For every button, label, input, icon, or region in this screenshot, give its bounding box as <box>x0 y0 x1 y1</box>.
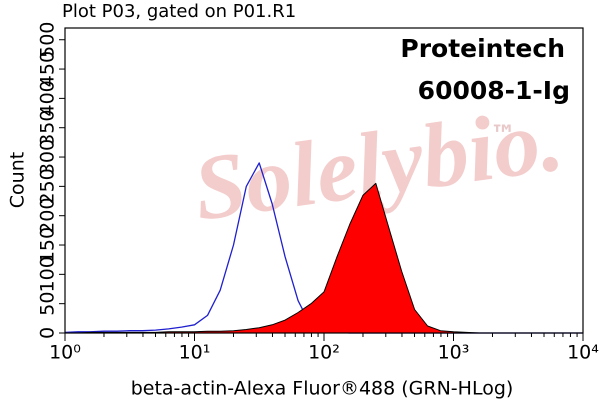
y-tick-label: 450 <box>37 51 59 87</box>
x-tick-label: 10² <box>308 342 340 364</box>
x-axis-label: beta-actin-Alexa Fluor®488 (GRN-HLog) <box>131 378 514 400</box>
y-tick-label: 100 <box>37 256 59 292</box>
y-tick-label: 350 <box>37 110 59 146</box>
x-tick-label: 10⁴ <box>567 342 599 364</box>
y-tick-label: 500 <box>37 22 59 58</box>
x-tick-label: 10⁰ <box>49 342 81 364</box>
watermark-trademark: ™ <box>490 121 516 151</box>
y-tick-label: 50 <box>37 292 59 316</box>
y-tick-label: 300 <box>37 139 59 175</box>
y-tick-label: 0 <box>37 327 59 339</box>
annotation: 60008-1-Ig <box>418 76 570 105</box>
x-tick-label: 10¹ <box>179 342 211 364</box>
y-tick-label: 200 <box>37 198 59 234</box>
y-axis-label: Count <box>7 152 29 208</box>
x-tick-label: 10³ <box>438 342 470 364</box>
chart-title: Plot P03, gated on P01.R1 <box>62 1 296 22</box>
y-tick-label: 400 <box>37 80 59 116</box>
y-tick-label: 250 <box>37 168 59 204</box>
y-tick-label: 150 <box>37 227 59 263</box>
annotation: Proteintech <box>400 34 565 63</box>
